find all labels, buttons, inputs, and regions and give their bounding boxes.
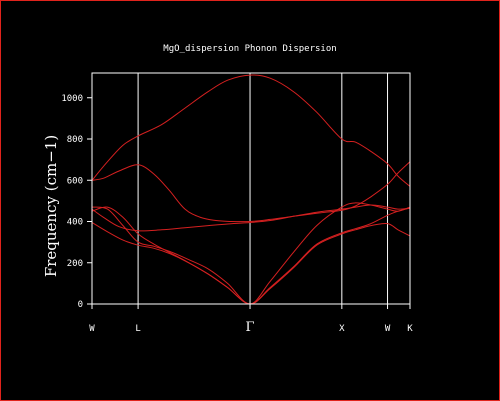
y-tick-label: 1000 [61, 94, 83, 104]
dispersion-branch-1 [91, 74, 411, 187]
y-tick-label: 200 [67, 259, 83, 269]
x-tick-label: X [339, 324, 345, 334]
x-tick-label: Γ [246, 320, 255, 335]
series-group [91, 74, 411, 305]
x-tick-label: L [135, 324, 140, 334]
x-tick-label: K [407, 324, 413, 334]
y-tick-label: 800 [67, 135, 83, 145]
dispersion-branch-4 [91, 202, 411, 305]
x-tick-label: W [89, 324, 95, 334]
x-tick-label: W [385, 324, 391, 334]
y-tick-label: 600 [67, 176, 83, 186]
y-tick-label: 0 [78, 300, 83, 310]
y-ticks: 0 200 400 600 800 1000 [61, 94, 92, 310]
y-tick-label: 400 [67, 218, 83, 228]
chart-title: MgO_dispersion Phonon Dispersion [163, 44, 336, 54]
y-axis-label: Frequency (cm−1) [42, 135, 60, 277]
plot-area-frame [91, 72, 411, 305]
symmetry-lines [137, 73, 389, 304]
dispersion-branch-2 [91, 161, 411, 223]
